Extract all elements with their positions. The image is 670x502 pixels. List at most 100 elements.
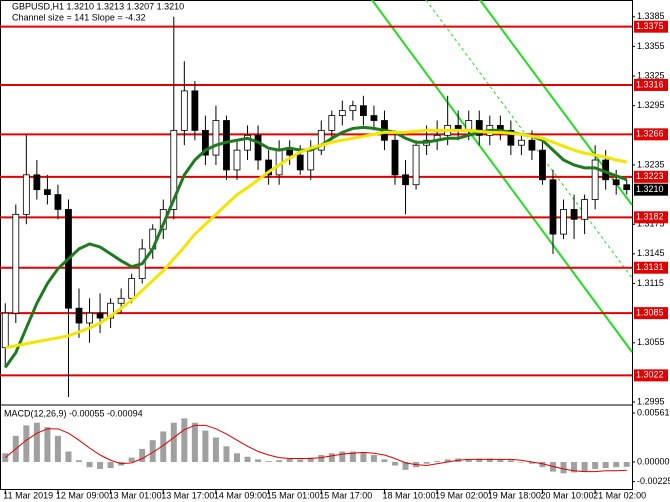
candle-body <box>549 179 557 235</box>
macd-bar <box>307 457 314 462</box>
candle-body <box>22 174 30 215</box>
y-tick-label: 1.3055 <box>637 337 665 347</box>
candle-body <box>612 179 620 186</box>
candle-body <box>44 189 51 195</box>
candle-body <box>391 139 399 176</box>
macd-bar <box>212 437 219 462</box>
macd-bar <box>392 461 398 466</box>
macd-bar <box>465 459 472 462</box>
candle-body <box>507 129 515 146</box>
macd-bar <box>244 456 251 462</box>
macd-bar <box>318 455 325 462</box>
level-label: 1.3375 <box>636 21 664 31</box>
macd-bar <box>76 460 82 462</box>
candle-body <box>244 134 251 151</box>
level-label-box <box>634 211 668 224</box>
candle-body <box>96 312 104 319</box>
macd-bar <box>602 461 609 469</box>
candle-body <box>1 312 9 349</box>
level-label-box <box>634 307 668 320</box>
x-tick-label: 21 Mar 02:00 <box>593 490 646 500</box>
candle-body <box>338 110 346 116</box>
chart-subtitle: Channel size = 141 Slope = -4.32 <box>12 12 146 22</box>
last-price-label: 1.3210 <box>636 184 664 194</box>
y-tick-label: 1.3145 <box>637 248 665 258</box>
candle-body <box>623 184 631 191</box>
level-label-box <box>634 261 668 274</box>
channel-midline <box>425 0 633 279</box>
x-tick-label: 11 Mar 2019 <box>3 490 53 500</box>
macd-title: MACD(12,26,9) -0.00055 -0.00094 <box>4 408 143 418</box>
macd-bar <box>623 461 630 467</box>
last-price-box <box>634 183 668 196</box>
x-tick-label: 12 Mar 09:00 <box>56 490 109 500</box>
macd-bar <box>497 459 504 462</box>
candle-body <box>370 115 378 121</box>
macd-bar <box>170 422 177 462</box>
y-tick-label: 1.3295 <box>637 100 665 110</box>
macd-bar <box>434 461 441 462</box>
macd-bar <box>181 418 188 462</box>
macd-bar <box>613 461 620 468</box>
macd-bar <box>202 430 209 462</box>
candle-body <box>349 105 357 112</box>
macd-bar <box>139 448 146 462</box>
candle-body <box>528 139 536 151</box>
level-label: 1.3085 <box>636 308 664 318</box>
y-tick-label: 0.00000 <box>637 456 670 466</box>
macd-bar <box>107 461 114 469</box>
candle-body <box>317 129 325 151</box>
macd-bar <box>328 453 335 462</box>
macd-bar <box>518 461 525 463</box>
level-label-box <box>634 369 668 382</box>
candle-body <box>560 209 567 235</box>
macd-bar <box>97 461 104 469</box>
candle-body <box>212 120 220 156</box>
candle-body <box>107 302 114 319</box>
macd-bar <box>581 461 588 472</box>
level-label-box <box>634 128 668 141</box>
candle-body <box>475 120 483 136</box>
x-tick-label: 15 Mar 01:00 <box>267 490 320 500</box>
macd-bar <box>276 460 283 462</box>
macd-bar <box>370 455 377 462</box>
candle-body <box>328 115 336 131</box>
macd-bar <box>44 427 51 462</box>
y-tick-label: 1.2995 <box>637 396 665 406</box>
macd-bar <box>286 458 293 462</box>
macd-bar <box>486 458 493 462</box>
candle-body <box>412 144 420 186</box>
x-tick-label: 15 Mar 17:00 <box>319 490 372 500</box>
level-label: 1.3131 <box>636 262 664 272</box>
y-tick-label: 1.3115 <box>637 278 664 288</box>
macd-bar <box>560 461 567 474</box>
candle-body <box>570 209 578 220</box>
moving-average <box>4 128 628 350</box>
candle-body <box>54 194 62 210</box>
level-label: 1.3223 <box>636 171 664 181</box>
candle-body <box>201 129 209 156</box>
macd-bar <box>65 451 72 462</box>
candle-body <box>33 174 41 191</box>
candle-body <box>233 149 241 171</box>
level-label: 1.3266 <box>636 129 664 139</box>
macd-bar <box>444 459 451 462</box>
level-label-box <box>634 20 668 33</box>
level-label: 1.3022 <box>636 370 664 380</box>
macd-bar <box>423 461 430 464</box>
candle-body <box>191 90 199 131</box>
y-tick-label: 1.3325 <box>637 70 665 80</box>
candle-body <box>539 149 546 181</box>
level-label: 1.3182 <box>636 212 664 222</box>
candle-body <box>128 278 136 299</box>
candle-body <box>86 312 93 324</box>
y-tick-label: 0.00561 <box>637 407 670 417</box>
candle-body <box>581 199 588 220</box>
level-label: 1.3316 <box>636 79 664 89</box>
macd-bar <box>191 422 198 462</box>
macd-bar <box>339 451 346 462</box>
level-label-box <box>634 78 668 91</box>
y-tick-label: 1.3385 <box>637 11 665 21</box>
x-tick-label: 20 Mar 10:00 <box>540 490 593 500</box>
